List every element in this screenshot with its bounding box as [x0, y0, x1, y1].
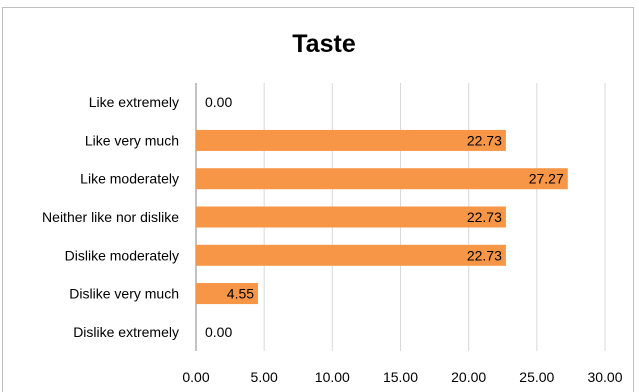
x-tick-label: 20.00 [451, 369, 486, 385]
category-label: Neither like nor dislike [42, 209, 179, 225]
bar [196, 283, 259, 305]
bars [196, 129, 568, 305]
data-label: 27.27 [529, 171, 564, 187]
data-label: 0.00 [205, 94, 232, 110]
x-tick-label: 10.00 [315, 369, 350, 385]
x-tick-label: 25.00 [519, 369, 554, 385]
category-label: Like moderately [80, 171, 179, 187]
x-tick-label: 5.00 [251, 369, 278, 385]
x-tick-label: 15.00 [383, 369, 418, 385]
category-labels: Like extremely Like very much Like moderat… [42, 94, 179, 340]
bar [196, 244, 506, 266]
data-label: 22.73 [467, 247, 502, 263]
x-tick-label: 30.00 [587, 369, 622, 385]
category-label: Like very much [85, 132, 179, 148]
category-label: Dislike moderately [65, 247, 179, 263]
data-label: 4.55 [227, 286, 254, 302]
data-labels: 0.00 22.73 27.27 22.73 22.73 4.55 0.00 [205, 94, 564, 340]
data-label: 22.73 [467, 209, 502, 225]
data-label: 0.00 [205, 324, 232, 340]
chart-title: Taste [292, 30, 356, 58]
category-label: Like extremely [89, 94, 179, 110]
x-tick-labels: 0.00 5.00 10.00 15.00 20.00 25.00 30.00 [182, 369, 622, 385]
x-tick-label: 0.00 [182, 369, 209, 385]
chart-frame [2, 7, 634, 392]
bar [196, 206, 506, 228]
bar [196, 129, 506, 151]
category-label: Dislike very much [69, 286, 179, 302]
data-label: 22.73 [467, 132, 502, 148]
bar [196, 168, 568, 190]
category-label: Dislike extremely [73, 324, 179, 340]
